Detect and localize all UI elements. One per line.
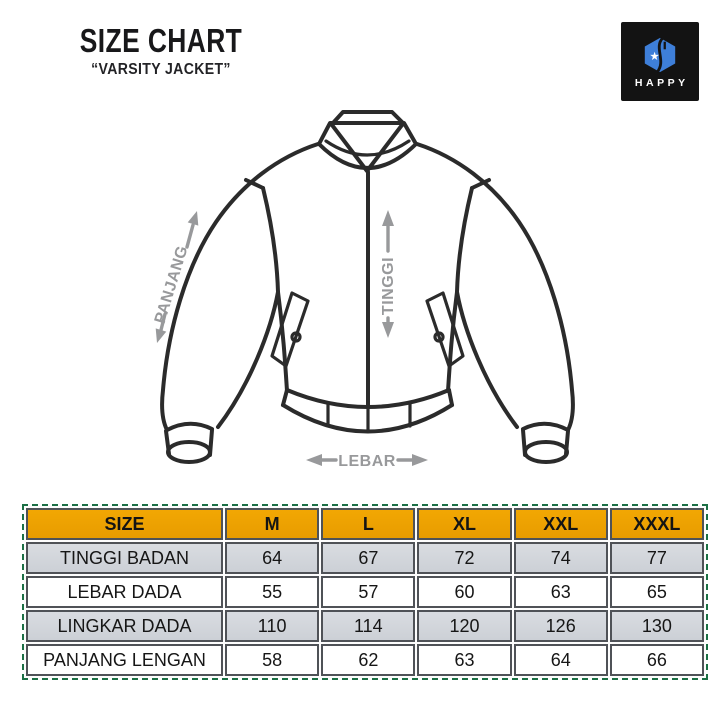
measurement-label-cell: LINGKAR DADA: [26, 610, 224, 642]
page-title: SIZE CHART: [79, 22, 243, 59]
measurement-value-cell: 63: [417, 644, 512, 676]
measurement-value-cell: 120: [417, 610, 512, 642]
measurement-label-cell: TINGGI BADAN: [26, 542, 224, 574]
size-table-row: TINGGI BADAN 64 67 72 74 77: [26, 542, 704, 574]
size-table-row: PANJANG LENGAN 58 62 63 64 66: [26, 644, 704, 676]
measurement-label-cell: LEBAR DADA: [26, 576, 224, 608]
measurement-value-cell: 64: [513, 644, 608, 676]
measurement-value-cell: 62: [321, 644, 416, 676]
measurement-value-cell: 58: [225, 644, 320, 676]
size-table-container: SIZE M L XL XXL XXXL TINGGI BADAN 64 67 72 74 77 LE…: [22, 504, 708, 680]
svg-text:★: ★: [650, 49, 660, 63]
page-subtitle: “VARSITY JACKET”: [91, 60, 231, 78]
measurement-value-cell: 67: [321, 542, 416, 574]
size-table: SIZE M L XL XXL XXXL TINGGI BADAN 64 67 72 74 77 LE…: [24, 506, 706, 678]
measurement-label-cell: PANJANG LENGAN: [26, 644, 224, 676]
size-column-header: XXL: [513, 508, 608, 540]
size-table-row: LEBAR DADA 55 57 60 63 65: [26, 576, 704, 608]
measurement-value-cell: 110: [225, 610, 320, 642]
size-table-row: LINGKAR DADA 110 114 120 126 130: [26, 610, 704, 642]
size-column-header: XXXL: [609, 508, 704, 540]
size-column-header: SIZE: [26, 508, 224, 540]
measurement-value-cell: 126: [513, 610, 608, 642]
measurement-value-cell: 114: [321, 610, 416, 642]
hexagon-star-icon: ★: [644, 36, 676, 74]
measurement-value-cell: 74: [513, 542, 608, 574]
measurement-value-cell: 55: [225, 576, 320, 608]
size-column-header: L: [321, 508, 416, 540]
measurement-value-cell: 60: [417, 576, 512, 608]
measurement-value-cell: 130: [609, 610, 704, 642]
measurement-value-cell: 72: [417, 542, 512, 574]
brand-name: HAPPY: [634, 77, 689, 89]
title-block: SIZE CHART “VARSITY JACKET”: [50, 22, 272, 79]
tinggi-arrow: TINGGI: [380, 210, 397, 338]
lebar-label: LEBAR: [338, 453, 396, 470]
jacket-outline: [160, 110, 575, 464]
measurement-value-cell: 65: [609, 576, 704, 608]
measurement-value-cell: 64: [225, 542, 320, 574]
varsity-jacket-diagram: PANJANG TINGGI LEBAR: [152, 110, 575, 470]
measurement-value-cell: 66: [609, 644, 704, 676]
measurement-value-cell: 63: [513, 576, 608, 608]
measurement-value-cell: 77: [609, 542, 704, 574]
brand-logo: ★ HAPPY: [621, 22, 699, 101]
size-table-header-row: SIZE M L XL XXL XXXL: [26, 508, 704, 540]
lebar-arrow: LEBAR: [306, 453, 428, 470]
size-column-header: M: [225, 508, 320, 540]
measurement-value-cell: 57: [321, 576, 416, 608]
jacket-pockets: [270, 291, 465, 368]
tinggi-label: TINGGI: [380, 257, 397, 315]
size-column-header: XL: [417, 508, 512, 540]
